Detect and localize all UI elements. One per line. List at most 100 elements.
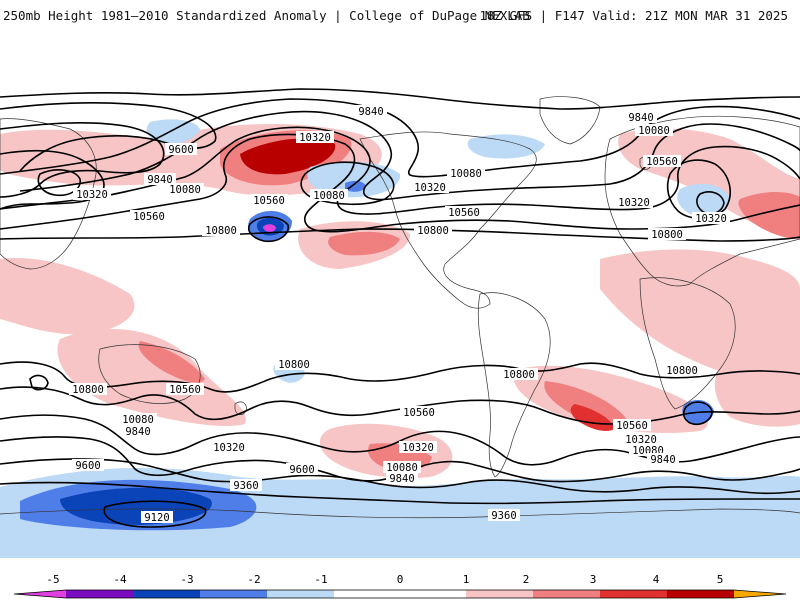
- colorbar-segment: [133, 590, 200, 598]
- svg-text:10560: 10560: [169, 384, 201, 396]
- contour-label: 9840: [625, 111, 657, 124]
- colorbar-tick-label: 5: [717, 573, 724, 586]
- contour-label: 9840: [386, 472, 418, 485]
- contour-label: 9840: [647, 453, 679, 466]
- svg-text:9840: 9840: [358, 106, 383, 118]
- contour-label: 10560: [130, 210, 168, 223]
- contour-label: 9360: [230, 479, 262, 492]
- svg-text:10320: 10320: [695, 213, 727, 225]
- contour-label: 10560: [166, 383, 204, 396]
- svg-text:10320: 10320: [76, 189, 108, 201]
- svg-text:10560: 10560: [448, 207, 480, 219]
- colorbar-tick-label: 3: [590, 573, 597, 586]
- positive-anomaly-n-pacific-east-core: [328, 231, 400, 256]
- contour-label: 10080: [166, 183, 204, 196]
- negative-anomaly-gulf-alaska: [146, 119, 200, 144]
- contour-label: 10320: [73, 188, 111, 201]
- svg-text:9840: 9840: [628, 112, 653, 124]
- negative-anomaly-canada: [467, 134, 545, 159]
- contour-closed-low-europe: [666, 159, 731, 220]
- colorbar-segment: [600, 590, 667, 598]
- title-bar: 250mb Height 1981–2010 Standardized Anom…: [0, 0, 800, 30]
- model-run-info: 18Z GFS | F147 Valid: 21Z MON MAR 31 202…: [479, 8, 788, 23]
- contour-label: 9840: [122, 425, 154, 438]
- svg-text:10320: 10320: [299, 132, 331, 144]
- contour-label: 10560: [613, 419, 651, 432]
- negative-anomaly-n-pacific: [307, 161, 401, 198]
- svg-text:10320: 10320: [414, 182, 446, 194]
- contour-label: 10800: [69, 383, 107, 396]
- contour-label: 10080: [447, 167, 485, 180]
- colorbar-segment: [66, 590, 133, 598]
- colorbar-tick-label: -3: [180, 573, 193, 586]
- colorbar-segment: [267, 590, 334, 598]
- contour-label: 10320: [411, 181, 449, 194]
- contour-south-2: [0, 386, 800, 425]
- svg-text:10080: 10080: [313, 190, 345, 202]
- contour-label: 10800: [202, 224, 240, 237]
- coast-eurasia: [604, 115, 800, 287]
- contour-label: 10080: [635, 124, 673, 137]
- contour-closed-low-n-pacific: [300, 161, 395, 206]
- colorbar-segment: [200, 590, 267, 598]
- colorbar-segment: [466, 590, 533, 598]
- svg-text:10800: 10800: [666, 365, 698, 377]
- contour-north-jet-2: [0, 126, 800, 215]
- map-title: 250mb Height 1981–2010 Standardized Anom…: [3, 8, 530, 23]
- colorbar-tick-label: -1: [314, 573, 327, 586]
- positive-anomaly-s-pacific-2: [138, 341, 205, 383]
- contour-label: 10560: [445, 206, 483, 219]
- coast-south-america: [477, 292, 551, 478]
- svg-text:10320: 10320: [618, 197, 650, 209]
- svg-text:10800: 10800: [503, 369, 535, 381]
- contour-label: 9600: [165, 143, 197, 156]
- negative-anomaly-n-pacific-core: [345, 180, 366, 192]
- contour-label: 10320: [622, 433, 660, 446]
- svg-text:10800: 10800: [72, 384, 104, 396]
- contour-label: 10320: [399, 441, 437, 454]
- svg-text:10560: 10560: [616, 420, 648, 432]
- contour-label: 10080: [310, 189, 348, 202]
- svg-text:9600: 9600: [75, 460, 100, 472]
- svg-text:10320: 10320: [213, 442, 245, 454]
- svg-text:9840: 9840: [389, 473, 414, 485]
- contour-north-1: [0, 101, 217, 172]
- positive-anomaly-russia: [738, 192, 800, 239]
- positive-anomaly-tropics-west: [0, 258, 135, 335]
- contour-label: 9840: [355, 105, 387, 118]
- svg-text:9360: 9360: [491, 510, 516, 522]
- contour-label: 10800: [648, 228, 686, 241]
- colorbar-segment: [667, 590, 734, 598]
- contour-closed-low-s-atlantic: [682, 401, 713, 426]
- contour-south-6: [0, 481, 800, 505]
- contour-label: 10080: [383, 461, 421, 474]
- svg-text:10560: 10560: [133, 211, 165, 223]
- contour-north-2: [0, 122, 165, 198]
- positive-anomaly-s-america-east: [514, 365, 708, 433]
- colorbar-outline: [13, 589, 787, 599]
- svg-text:10560: 10560: [403, 407, 435, 419]
- svg-text:10800: 10800: [651, 229, 683, 241]
- contour-label: 10320: [615, 196, 653, 209]
- svg-text:10080: 10080: [638, 125, 670, 137]
- positive-anomaly-s-pacific: [57, 329, 246, 427]
- colorbar-tip-right: [734, 590, 786, 598]
- contour-north-jet-3: [19, 110, 800, 201]
- contour-label: 10560: [400, 406, 438, 419]
- colorbar-tick-label: -2: [247, 573, 260, 586]
- contour-label: 9360: [488, 509, 520, 522]
- contour-south-low-9120: [103, 500, 207, 528]
- colorbar-segment: [334, 590, 466, 598]
- contour-north-jet-1: [0, 133, 800, 233]
- contour-closed-s-pacific: [29, 374, 49, 391]
- svg-text:10560: 10560: [253, 195, 285, 207]
- colorbar-tick-label: 1: [463, 573, 470, 586]
- coast-north-america: [359, 131, 537, 309]
- svg-text:10080: 10080: [122, 414, 154, 426]
- svg-text:10080: 10080: [386, 462, 418, 474]
- contour-south-5: [0, 458, 800, 495]
- contour-south-1: [0, 361, 800, 393]
- svg-text:10080: 10080: [169, 184, 201, 196]
- colorbar-segment: [533, 590, 600, 598]
- contour-south-3: [0, 414, 800, 466]
